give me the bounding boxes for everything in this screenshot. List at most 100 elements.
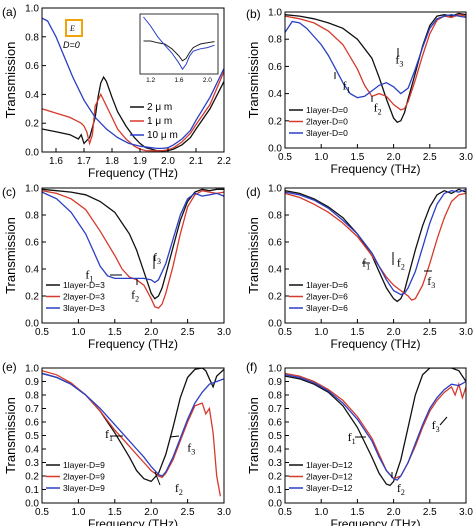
annotation-arrow (439, 416, 448, 426)
x-tick-label: 1.5 (108, 327, 122, 338)
series-line-2 (285, 374, 466, 481)
series-line-2 (42, 372, 224, 477)
annotation-f3: f3 (432, 418, 440, 434)
panel-label: (c) (2, 185, 16, 199)
y-tick-label: 0.4 (268, 445, 282, 456)
x-tick-label: 1.8 (105, 156, 119, 167)
x-tick-label: 2.5 (423, 152, 437, 163)
y-tick-label: 0.0 (25, 319, 39, 330)
legend-label: 3layer-D=9 (63, 483, 105, 493)
chart-panel-2: 0.5 1.0 1.5 2.0 2.5 3.00.00.20.40.60.81.0Freq… (2, 184, 231, 352)
x-axis-label: Frequency (THz) (88, 337, 178, 351)
legend-label: 1layer-D=6 (306, 280, 348, 290)
y-tick-label: 0.0 (268, 144, 282, 155)
series-line-1 (42, 370, 222, 497)
x-tick-label: 2.0 (144, 507, 158, 518)
y-tick-label: 1.0 (25, 364, 39, 375)
y-tick-label: 0.8 (25, 211, 39, 222)
legend-label: 10 μ m (147, 130, 178, 141)
y-axis-label: Transmission (3, 217, 18, 294)
y-tick-label: 0.1 (25, 485, 39, 496)
y-tick-label: 0.6 (268, 418, 282, 429)
legend-label: 2layer-D=12 (306, 472, 353, 482)
y-tick-label: 0.7 (268, 404, 282, 415)
plot-frame (41, 7, 225, 153)
x-tick-label: 3.0 (459, 152, 473, 163)
annotation-f1: f1 (362, 255, 370, 271)
x-tick-label: 2.5 (423, 507, 437, 518)
x-tick-label: 1.0 (314, 507, 328, 518)
y-tick-label: 0.9 (268, 377, 282, 388)
x-tick-label: 1.0 (71, 507, 85, 518)
panel-label: (b) (246, 7, 261, 21)
annotation-f2: f2 (397, 255, 405, 271)
plot-frame (41, 187, 225, 324)
series-line-1 (42, 190, 224, 309)
series-line-2 (42, 17, 224, 150)
inset-frame (139, 13, 219, 75)
y-tick-label: 0.8 (268, 35, 282, 46)
y-tick-label: 0.2 (25, 472, 39, 483)
series-line-2 (285, 14, 466, 99)
y-tick-label: 0.6 (268, 238, 282, 249)
x-axis-label: Frequency (THz) (330, 162, 420, 176)
annotation-f2: f2 (175, 481, 183, 497)
x-tick-label: 3.0 (217, 507, 231, 518)
annotation-f3: f3 (395, 53, 403, 69)
x-tick-label: 1.0 (314, 152, 328, 163)
y-tick-label: 0.4 (268, 265, 282, 276)
legend-label: 1layer-D=9 (63, 460, 105, 470)
inset-x-tick-label: 2.0 (203, 77, 212, 84)
annotation-f1: f1 (343, 79, 351, 95)
series-line-0 (285, 188, 466, 303)
field-label: E (69, 24, 75, 33)
series-line-0 (42, 75, 224, 152)
y-tick-label: 0.0 (25, 148, 39, 159)
legend-label: 1layer-D=0 (306, 105, 348, 115)
annotation-f1: f1 (85, 267, 93, 283)
legend-label: 1layer-D=3 (63, 280, 105, 290)
x-tick-label: 2.5 (423, 327, 437, 338)
y-tick-label: 0.8 (268, 211, 282, 222)
y-tick-label: 0.4 (25, 90, 39, 101)
x-tick-label: 0.5 (35, 507, 49, 518)
x-axis-label: Frequency (THz) (330, 517, 420, 526)
legend-label: 3layer-D=12 (306, 483, 353, 493)
y-tick-label: 0.8 (268, 391, 282, 402)
x-tick-label: 2.0 (387, 152, 401, 163)
y-tick-label: 0.5 (268, 431, 282, 442)
y-tick-label: 0.4 (25, 445, 39, 456)
y-tick-label: 0.6 (25, 61, 39, 72)
x-tick-label: 3.0 (459, 327, 473, 338)
x-tick-label: 1.5 (350, 152, 364, 163)
y-tick-label: 1.0 (268, 8, 282, 19)
annotation-f1: f1 (105, 427, 113, 443)
y-tick-label: 0.2 (25, 119, 39, 130)
y-tick-label: 0.4 (268, 89, 282, 100)
chart-panel-3: 0.5 1.0 1.5 2.0 2.5 3.00.00.20.40.60.81.0Freq… (246, 184, 473, 352)
annotation-f2: f2 (374, 100, 382, 116)
x-axis-label: Frequency (THz) (330, 337, 420, 351)
y-tick-label: 0.3 (25, 458, 39, 469)
annotation-f3: f3 (187, 441, 195, 457)
x-tick-label: 2.0 (387, 327, 401, 338)
x-tick-label: 2.0 (144, 327, 158, 338)
x-axis-label: Frequency (THz) (88, 517, 178, 526)
y-tick-label: 1.0 (268, 364, 282, 375)
panel-label: (a) (2, 5, 17, 19)
annotation-arrow (154, 471, 161, 486)
legend-label: 2layer-D=6 (306, 292, 348, 302)
x-tick-label: 1.5 (350, 327, 364, 338)
panel-label: (d) (246, 185, 261, 199)
legend-label: 2 μ m (147, 102, 172, 113)
plot-frame (284, 11, 467, 149)
x-tick-label: 3.0 (217, 327, 231, 338)
spacing-label: D=0 (63, 40, 80, 50)
annotation-f2: f2 (397, 481, 405, 497)
legend-label: 2layer-D=3 (63, 292, 105, 302)
x-tick-label: 1.0 (314, 327, 328, 338)
y-tick-label: 0.3 (268, 458, 282, 469)
inset-x-tick-label: 1.6 (174, 77, 183, 84)
chart-panel-4: 0.5 1.0 1.5 2.0 2.5 3.0 0.0 0.1 0.2 0.3 0.4 0.5 0.6 0… (2, 360, 231, 526)
annotation-f2: f2 (131, 288, 139, 304)
